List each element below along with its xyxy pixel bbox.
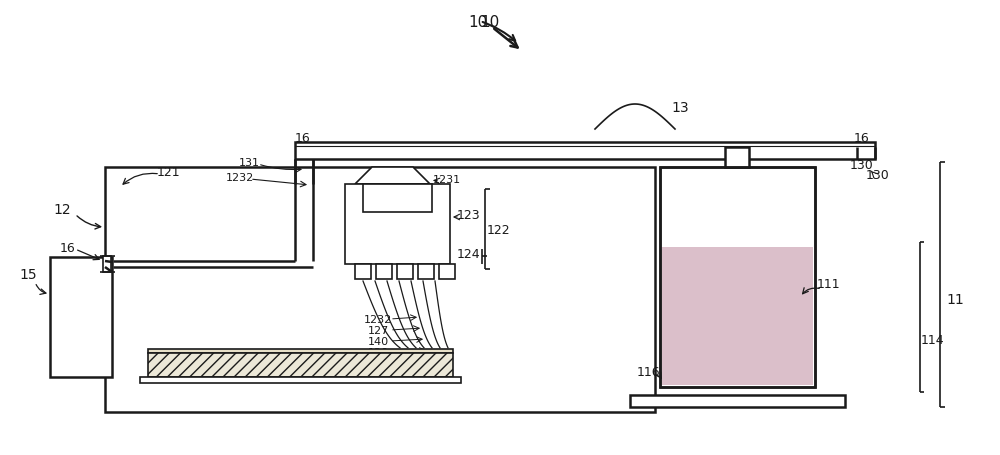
Text: 131: 131 — [239, 157, 260, 167]
Text: 111: 111 — [816, 278, 840, 291]
Bar — [662, 248, 813, 385]
Text: 16: 16 — [854, 131, 870, 144]
Bar — [363, 185, 432, 212]
Text: 12: 12 — [53, 202, 71, 217]
Text: 122: 122 — [486, 223, 510, 236]
Bar — [660, 167, 815, 387]
Bar — [105, 167, 655, 412]
Polygon shape — [355, 167, 430, 185]
Bar — [660, 167, 815, 387]
Text: 11: 11 — [946, 293, 964, 306]
Bar — [295, 143, 875, 160]
Bar — [397, 264, 413, 279]
Text: 127: 127 — [367, 325, 389, 335]
Text: 10: 10 — [480, 15, 500, 30]
Text: 1232: 1232 — [226, 172, 254, 182]
Bar — [355, 264, 371, 279]
Bar — [50, 258, 112, 377]
Text: 116: 116 — [636, 365, 660, 378]
Text: 1232: 1232 — [364, 314, 392, 324]
Text: 15: 15 — [19, 268, 37, 281]
Bar — [103, 257, 111, 273]
Text: 10: 10 — [468, 15, 488, 30]
Text: 120: 120 — [367, 347, 389, 357]
Text: 16: 16 — [60, 241, 76, 254]
Text: 140: 140 — [367, 336, 389, 346]
Bar — [345, 185, 450, 264]
Bar — [418, 264, 434, 279]
Text: 121: 121 — [156, 165, 180, 178]
Text: 123: 123 — [456, 208, 480, 221]
Bar — [439, 264, 455, 279]
Bar — [140, 377, 461, 383]
Bar — [148, 353, 453, 377]
Text: 16: 16 — [295, 131, 311, 144]
Bar — [376, 264, 392, 279]
Text: 124: 124 — [456, 248, 480, 261]
Bar — [148, 349, 453, 353]
Bar — [630, 395, 845, 407]
Text: 129: 129 — [367, 359, 389, 369]
Text: 114: 114 — [920, 333, 944, 346]
Text: 130: 130 — [866, 168, 890, 181]
Bar — [725, 148, 749, 167]
Text: 130: 130 — [850, 158, 874, 171]
Text: 1231: 1231 — [433, 175, 461, 185]
Text: 13: 13 — [671, 101, 689, 115]
